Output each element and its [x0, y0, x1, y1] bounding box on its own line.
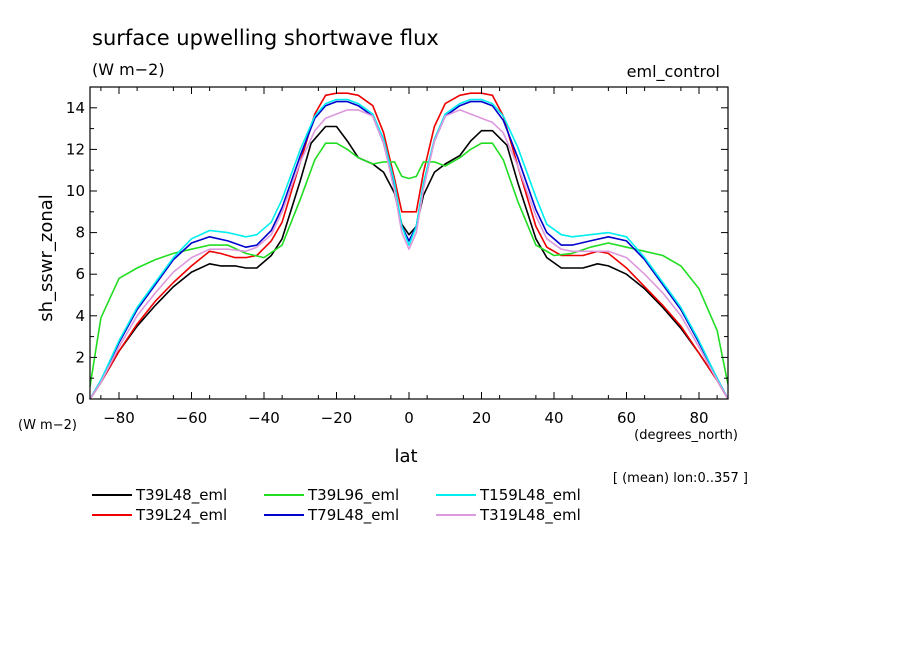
legend-label: T39L96_eml	[307, 486, 399, 505]
series-line-t39l48-eml	[89, 125, 729, 400]
series-line-t39l96-eml	[89, 142, 729, 387]
x-tick-label: 60	[617, 409, 636, 427]
y-axis-label: sh_sswr_zonal	[36, 194, 57, 322]
series-line-t79l48-eml	[89, 100, 729, 400]
x-axis-label: lat	[394, 446, 417, 467]
legend-label: T159L48_eml	[479, 486, 581, 505]
legend-label: T39L48_eml	[135, 486, 227, 505]
x-tick-label: 80	[689, 409, 708, 427]
legend-label: T79L48_eml	[307, 506, 399, 525]
x-tick-label: −60	[176, 409, 208, 427]
x-axis: −80 −60 −40 −20 0 20 40 60 80	[100, 87, 718, 427]
x-tick-label: 0	[404, 409, 414, 427]
legend-label: T39L24_eml	[135, 506, 227, 525]
y-tick-label: 4	[75, 307, 85, 325]
series-layer	[89, 92, 729, 400]
y-axis: 0 2 4 6 8 10 12 14	[66, 99, 728, 408]
x-tick-label: 20	[472, 409, 491, 427]
x-tick-label: −20	[321, 409, 353, 427]
x-tick-label: 40	[544, 409, 563, 427]
chart-units: (W m−2)	[92, 60, 165, 79]
y-tick-label: 10	[66, 182, 85, 200]
series-line-t319l48-eml	[89, 109, 729, 400]
x-tick-label: −80	[103, 409, 135, 427]
y-units-label: (W m−2)	[18, 418, 77, 433]
chart-title: surface upwelling shortwave flux	[92, 26, 439, 50]
y-tick-label: 6	[75, 265, 85, 283]
y-tick-label: 0	[75, 390, 85, 408]
x-units-label: (degrees_north)	[634, 428, 738, 443]
series-line-t159l48-eml	[89, 98, 729, 400]
y-tick-label: 12	[66, 140, 85, 158]
y-tick-label: 8	[75, 224, 85, 242]
y-tick-label: 2	[75, 348, 85, 366]
legend-label: T319L48_eml	[479, 506, 581, 525]
averaging-note: [ (mean) lon:0..357 ]	[613, 471, 748, 486]
x-tick-label: −40	[248, 409, 280, 427]
y-tick-label: 14	[66, 99, 85, 117]
experiment-label: eml_control	[627, 62, 720, 82]
